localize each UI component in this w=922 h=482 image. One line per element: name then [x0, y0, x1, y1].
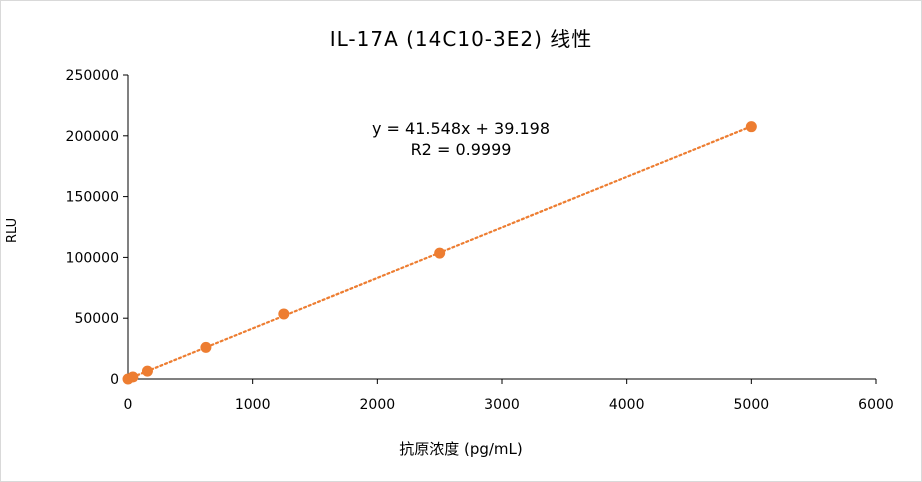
y-tick-label: 50000 [74, 311, 119, 327]
data-point [745, 121, 757, 133]
y-tick-label: 200000 [66, 129, 119, 145]
x-tick-label: 6000 [858, 397, 894, 413]
y-tick-label: 0 [110, 372, 119, 388]
y-tick-label: 100000 [66, 250, 119, 266]
x-tick-label: 1000 [235, 397, 271, 413]
data-point [127, 371, 139, 383]
y-tick-label: 150000 [66, 190, 119, 206]
data-point [200, 341, 212, 353]
trendline-equation: y = 41.548x + 39.198 [371, 119, 551, 138]
data-point [141, 365, 153, 377]
x-tick-label: 4000 [609, 397, 645, 413]
x-tick-label: 2000 [360, 397, 396, 413]
y-tick-label: 250000 [66, 68, 119, 84]
data-point [278, 308, 290, 320]
x-tick-label: 5000 [734, 397, 770, 413]
x-tick-label: 0 [124, 397, 133, 413]
x-axis-label: 抗原浓度 (pg/mL) [399, 440, 523, 458]
x-tick-label: 3000 [484, 397, 520, 413]
chart-title: IL-17A (14C10-3E2) 线性 [329, 27, 593, 51]
data-point [434, 247, 446, 259]
trendline-equation-box: y = 41.548x + 39.198 R2 = 0.9999 [341, 118, 581, 160]
r-squared-label: R2 = 0.9999 [410, 140, 512, 159]
